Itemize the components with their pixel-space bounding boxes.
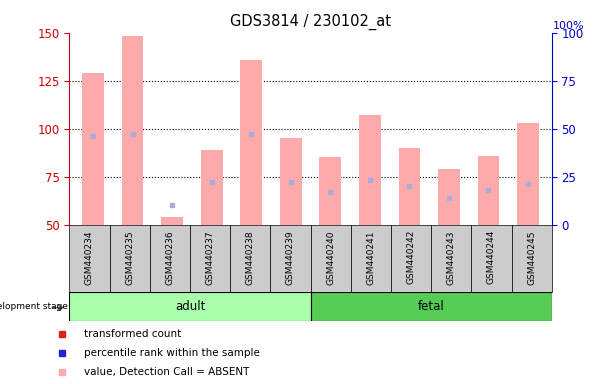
- Bar: [150, 225, 190, 292]
- Bar: [82, 73, 104, 225]
- Bar: [201, 150, 223, 225]
- Text: GSM440244: GSM440244: [487, 230, 496, 285]
- Bar: [270, 225, 311, 292]
- Text: GSM440242: GSM440242: [406, 230, 415, 285]
- Text: GSM440240: GSM440240: [326, 230, 335, 285]
- Bar: [69, 292, 311, 321]
- Text: GSM440235: GSM440235: [125, 230, 134, 285]
- Text: percentile rank within the sample: percentile rank within the sample: [84, 348, 260, 358]
- Bar: [69, 225, 110, 292]
- Text: GSM440234: GSM440234: [85, 230, 94, 285]
- Text: GSM440245: GSM440245: [527, 230, 536, 285]
- Bar: [399, 148, 420, 225]
- Bar: [359, 115, 380, 225]
- Text: transformed count: transformed count: [84, 329, 182, 339]
- Text: GSM440236: GSM440236: [165, 230, 174, 285]
- Bar: [161, 217, 183, 225]
- Title: GDS3814 / 230102_at: GDS3814 / 230102_at: [230, 14, 391, 30]
- Bar: [472, 225, 511, 292]
- Bar: [431, 225, 472, 292]
- Bar: [517, 123, 539, 225]
- Bar: [320, 157, 341, 225]
- Text: GSM440241: GSM440241: [367, 230, 375, 285]
- Text: GSM440243: GSM440243: [447, 230, 456, 285]
- Text: value, Detection Call = ABSENT: value, Detection Call = ABSENT: [84, 367, 250, 377]
- Bar: [241, 60, 262, 225]
- Bar: [190, 225, 230, 292]
- Bar: [311, 225, 351, 292]
- Text: fetal: fetal: [418, 300, 444, 313]
- Text: adult: adult: [175, 300, 205, 313]
- Text: GSM440239: GSM440239: [286, 230, 295, 285]
- Text: GSM440238: GSM440238: [246, 230, 254, 285]
- Bar: [311, 292, 552, 321]
- Bar: [122, 36, 144, 225]
- Bar: [351, 225, 391, 292]
- Text: development stage: development stage: [0, 302, 68, 311]
- Bar: [511, 225, 552, 292]
- Text: 100%: 100%: [553, 21, 584, 31]
- Bar: [110, 225, 150, 292]
- Bar: [230, 225, 270, 292]
- Bar: [280, 138, 302, 225]
- Text: GSM440237: GSM440237: [206, 230, 215, 285]
- Bar: [391, 225, 431, 292]
- Bar: [438, 169, 460, 225]
- Bar: [478, 156, 499, 225]
